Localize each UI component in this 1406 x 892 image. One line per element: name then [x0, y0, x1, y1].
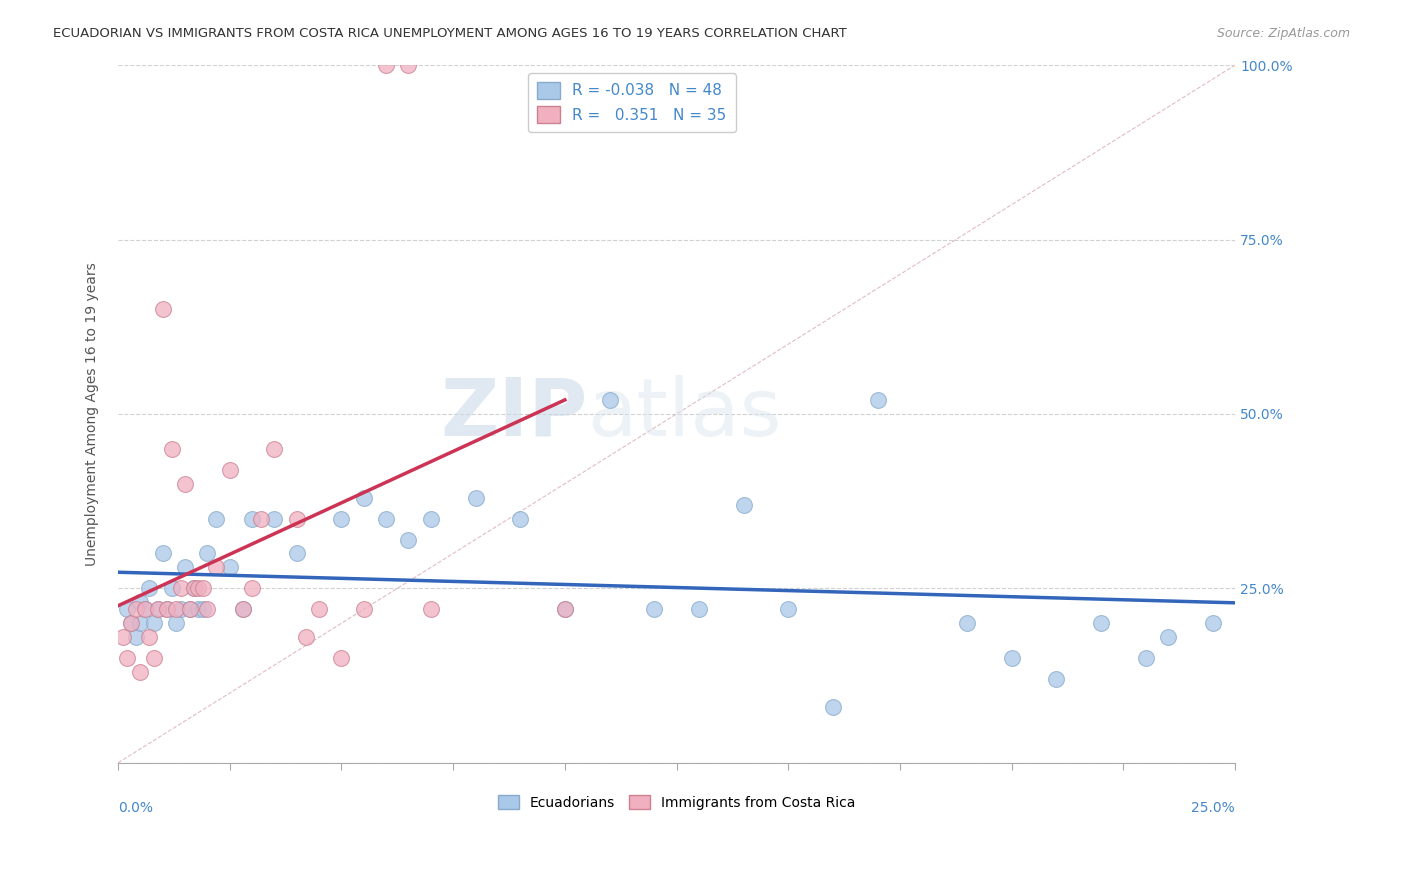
Point: [554, 602, 576, 616]
Point: [160, 582, 183, 596]
Point: [866, 392, 889, 407]
Point: [398, 533, 420, 547]
Legend: Ecuadorians, Immigrants from Costa Rica: Ecuadorians, Immigrants from Costa Rica: [492, 789, 860, 815]
Point: [232, 602, 254, 616]
Point: [330, 511, 353, 525]
Point: [129, 665, 152, 679]
Point: [733, 498, 755, 512]
Point: [1090, 616, 1112, 631]
Point: [134, 602, 156, 616]
Point: [308, 602, 330, 616]
Point: [509, 511, 531, 525]
Point: [169, 602, 191, 616]
Point: [419, 511, 441, 525]
Point: [148, 602, 170, 616]
Point: [134, 602, 156, 616]
Point: [688, 602, 710, 616]
Point: [129, 616, 152, 631]
Point: [120, 616, 142, 631]
Point: [1157, 630, 1180, 644]
Point: [183, 582, 205, 596]
Point: [263, 511, 285, 525]
Point: [643, 602, 665, 616]
Text: ECUADORIAN VS IMMIGRANTS FROM COSTA RICA UNEMPLOYMENT AMONG AGES 16 TO 19 YEARS : ECUADORIAN VS IMMIGRANTS FROM COSTA RICA…: [53, 27, 848, 40]
Point: [115, 602, 138, 616]
Point: [956, 616, 979, 631]
Point: [152, 302, 174, 317]
Point: [218, 463, 240, 477]
Point: [197, 602, 219, 616]
Point: [169, 582, 191, 596]
Text: atlas: atlas: [588, 375, 782, 453]
Point: [115, 651, 138, 665]
Point: [294, 630, 316, 644]
Point: [165, 602, 187, 616]
Point: [330, 651, 353, 665]
Point: [554, 602, 576, 616]
Point: [285, 546, 308, 560]
Point: [183, 582, 205, 596]
Point: [821, 700, 844, 714]
Point: [179, 602, 201, 616]
Point: [197, 546, 219, 560]
Point: [1001, 651, 1024, 665]
Point: [240, 582, 263, 596]
Point: [1135, 651, 1157, 665]
Point: [179, 602, 201, 616]
Point: [165, 616, 187, 631]
Point: [240, 511, 263, 525]
Point: [142, 616, 165, 631]
Text: Source: ZipAtlas.com: Source: ZipAtlas.com: [1216, 27, 1350, 40]
Point: [353, 602, 375, 616]
Point: [156, 602, 179, 616]
Text: 25.0%: 25.0%: [1191, 801, 1234, 815]
Point: [187, 582, 209, 596]
Point: [599, 392, 621, 407]
Point: [174, 560, 197, 574]
Point: [111, 630, 134, 644]
Point: [174, 476, 197, 491]
Point: [138, 630, 160, 644]
Point: [1045, 672, 1067, 686]
Point: [375, 511, 398, 525]
Point: [142, 651, 165, 665]
Point: [187, 602, 209, 616]
Point: [125, 630, 148, 644]
Point: [191, 602, 214, 616]
Point: [152, 546, 174, 560]
Point: [160, 442, 183, 456]
Point: [138, 582, 160, 596]
Point: [156, 602, 179, 616]
Point: [125, 602, 148, 616]
Point: [1202, 616, 1225, 631]
Point: [205, 511, 228, 525]
Point: [250, 511, 273, 525]
Point: [120, 616, 142, 631]
Point: [778, 602, 800, 616]
Text: 0.0%: 0.0%: [118, 801, 153, 815]
Point: [218, 560, 240, 574]
Point: [263, 442, 285, 456]
Point: [375, 58, 398, 72]
Point: [148, 602, 170, 616]
Point: [129, 595, 152, 609]
Point: [191, 582, 214, 596]
Point: [464, 491, 486, 505]
Point: [353, 491, 375, 505]
Point: [419, 602, 441, 616]
Point: [398, 58, 420, 72]
Point: [232, 602, 254, 616]
Y-axis label: Unemployment Among Ages 16 to 19 years: Unemployment Among Ages 16 to 19 years: [86, 262, 100, 566]
Point: [285, 511, 308, 525]
Point: [205, 560, 228, 574]
Text: ZIP: ZIP: [440, 375, 588, 453]
